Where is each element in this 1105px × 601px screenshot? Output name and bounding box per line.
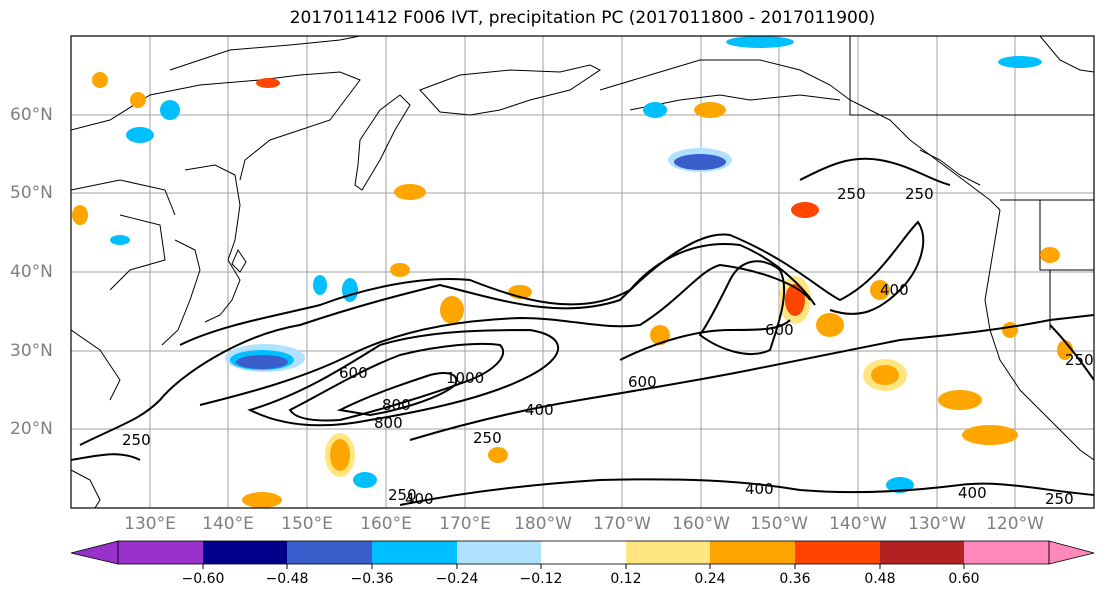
lon-label: 160°E <box>360 514 412 534</box>
map-frame <box>70 35 1095 509</box>
contour-label: 800 <box>382 396 411 414</box>
contour-label: 250 <box>1065 351 1094 369</box>
lon-label: 130°W <box>908 514 966 534</box>
colorbar-bin <box>710 541 795 564</box>
contour-label: 600 <box>765 321 794 339</box>
contour-label: 250 <box>837 185 866 203</box>
precip-shading <box>72 36 1073 508</box>
contour-label: 250 <box>122 431 151 449</box>
lon-label: 180°W <box>514 514 572 534</box>
colorbar <box>70 540 1095 569</box>
colorbar-tick-label: −0.48 <box>265 571 309 587</box>
contour-label: 250 <box>473 429 502 447</box>
contour-label: 400 <box>405 490 434 508</box>
lat-label: 50°N <box>10 183 53 203</box>
colorbar-tick-label: 0.60 <box>948 571 980 587</box>
colorbar-tick-label: 0.12 <box>610 571 642 587</box>
lon-label: 120°W <box>986 514 1044 534</box>
colorbar-tick-label: −0.12 <box>519 571 563 587</box>
colorbar-bin <box>964 541 1049 564</box>
colorbar-tick-label: −0.60 <box>181 571 225 587</box>
colorbar-tick-label: −0.24 <box>435 571 479 587</box>
colorbar-extend-left <box>70 540 119 565</box>
map-title: 2017011412 F006 IVT, precipitation PC (2… <box>289 8 876 28</box>
contour-label: 250 <box>1045 490 1074 508</box>
colorbar-tick-label: 0.36 <box>779 571 811 587</box>
contour-label: 800 <box>374 414 403 432</box>
lat-label: 20°N <box>10 419 53 439</box>
colorbar-tick-label: −0.36 <box>350 571 394 587</box>
contour-label: 600 <box>628 373 657 391</box>
lon-label: 150°E <box>281 514 333 534</box>
lon-label: 150°W <box>750 514 808 534</box>
contour-label: 400 <box>745 480 774 498</box>
lon-label: 160°W <box>672 514 730 534</box>
lon-label: 130°E <box>124 514 176 534</box>
lat-label: 60°N <box>10 105 53 125</box>
lon-label: 140°E <box>202 514 254 534</box>
colorbar-bin <box>541 541 626 564</box>
contour-labels: 250 250 400 600 600 800 1000 800 600 400… <box>122 185 1094 508</box>
colorbar-bin <box>372 541 457 564</box>
colorbar-bin <box>880 541 964 564</box>
colorbar-bin <box>118 541 203 564</box>
contour-label: 250 <box>388 486 417 504</box>
lon-label: 170°E <box>439 514 491 534</box>
colorbar-frame <box>117 540 1050 565</box>
ivt-contours <box>71 157 1094 506</box>
colorbar-bin <box>795 541 880 564</box>
colorbar-tick-label: 0.48 <box>864 571 896 587</box>
contour-label: 400 <box>958 484 987 502</box>
colorbar-bin <box>457 541 541 564</box>
contour-label: 400 <box>525 401 554 419</box>
colorbar-tick-label: 0.24 <box>694 571 726 587</box>
contour-label: 1000 <box>446 369 484 387</box>
colorbar-bin <box>287 541 372 564</box>
colorbar-bin <box>626 541 710 564</box>
lon-label: 140°W <box>829 514 887 534</box>
contour-label: 250 <box>905 185 934 203</box>
lon-label: 170°W <box>593 514 651 534</box>
colorbar-bin <box>203 541 287 564</box>
colorbar-extend-right <box>1048 540 1095 565</box>
contour-label: 600 <box>339 364 368 382</box>
lat-label: 30°N <box>10 341 53 361</box>
coastlines <box>71 36 1094 508</box>
political-borders <box>849 36 1094 330</box>
contour-label: 400 <box>880 281 909 299</box>
lat-label: 40°N <box>10 262 53 282</box>
